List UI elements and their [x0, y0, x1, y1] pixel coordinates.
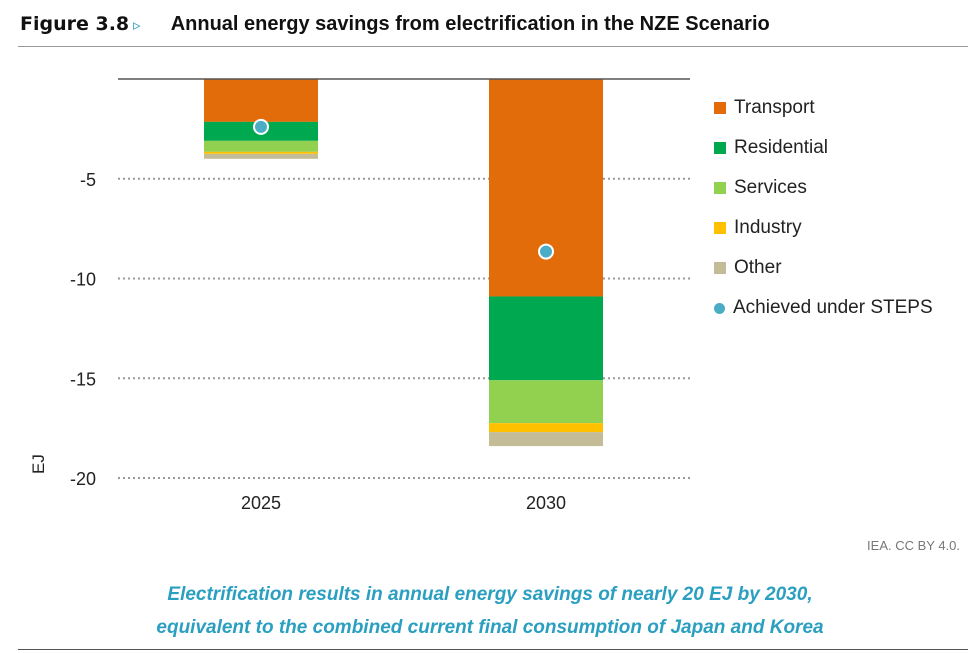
legend-label: Transport [734, 97, 815, 118]
legend-item: Achieved under STEPS [714, 288, 933, 328]
legend-label: Services [734, 177, 807, 198]
legend-label: Residential [734, 137, 828, 158]
figure-title: Figure 3.8 ▹ Annual energy savings from el… [20, 12, 770, 36]
bar-transport-2025 [204, 79, 318, 122]
steps-marker-2030 [538, 243, 554, 260]
y-tick-label: -10 [70, 270, 96, 290]
caption-line-1: Electrification results in annual energy… [167, 584, 813, 605]
credit: IEA. CC BY 4.0. [867, 538, 960, 553]
legend-item: Industry [714, 208, 933, 248]
legend-label: Achieved under STEPS [733, 297, 933, 318]
legend-item: Services [714, 168, 933, 208]
y-tick-label: -5 [80, 170, 96, 190]
figure-label: Figure 3.8 [20, 13, 130, 35]
x-tick-label: 2025 [241, 493, 281, 513]
legend: Transport Residential Services Industry Othe… [714, 88, 933, 328]
legend-swatch [714, 222, 726, 234]
legend-item: Residential [714, 128, 933, 168]
legend-swatch [714, 262, 726, 274]
bar-residential-2030 [489, 296, 603, 381]
caption: Electrification results in annual energy… [0, 578, 980, 644]
chart: -5 -10 -15 -20 EJ 2025 2030 [29, 78, 690, 513]
y-tick-label: -20 [70, 469, 96, 489]
legend-item: Transport [714, 88, 933, 128]
legend-swatch [714, 102, 726, 114]
bar-other-2030 [489, 432, 603, 447]
bar-services-2025 [204, 140, 318, 152]
bar-services-2030 [489, 380, 603, 424]
bar-industry-2025 [204, 151, 318, 154]
legend-swatch [714, 302, 725, 314]
top-divider [18, 46, 968, 47]
caption-line-2: equivalent to the combined current final… [156, 617, 824, 638]
x-tick-label: 2030 [526, 493, 566, 513]
y-axis-label: EJ [29, 454, 48, 474]
legend-label: Industry [734, 217, 802, 238]
bottom-divider [18, 649, 968, 650]
legend-label: Other [734, 257, 782, 278]
legend-item: Other [714, 248, 933, 288]
chart-title: Annual energy savings from electrificati… [170, 13, 770, 35]
y-tick-label: -15 [70, 369, 96, 389]
steps-marker-2025 [253, 118, 269, 135]
bar-transport-2030 [489, 79, 603, 297]
bar-other-2025 [204, 153, 318, 159]
legend-swatch [714, 142, 726, 154]
legend-swatch [714, 182, 726, 194]
triangle-icon: ▹ [133, 17, 141, 34]
bar-industry-2030 [489, 423, 603, 433]
